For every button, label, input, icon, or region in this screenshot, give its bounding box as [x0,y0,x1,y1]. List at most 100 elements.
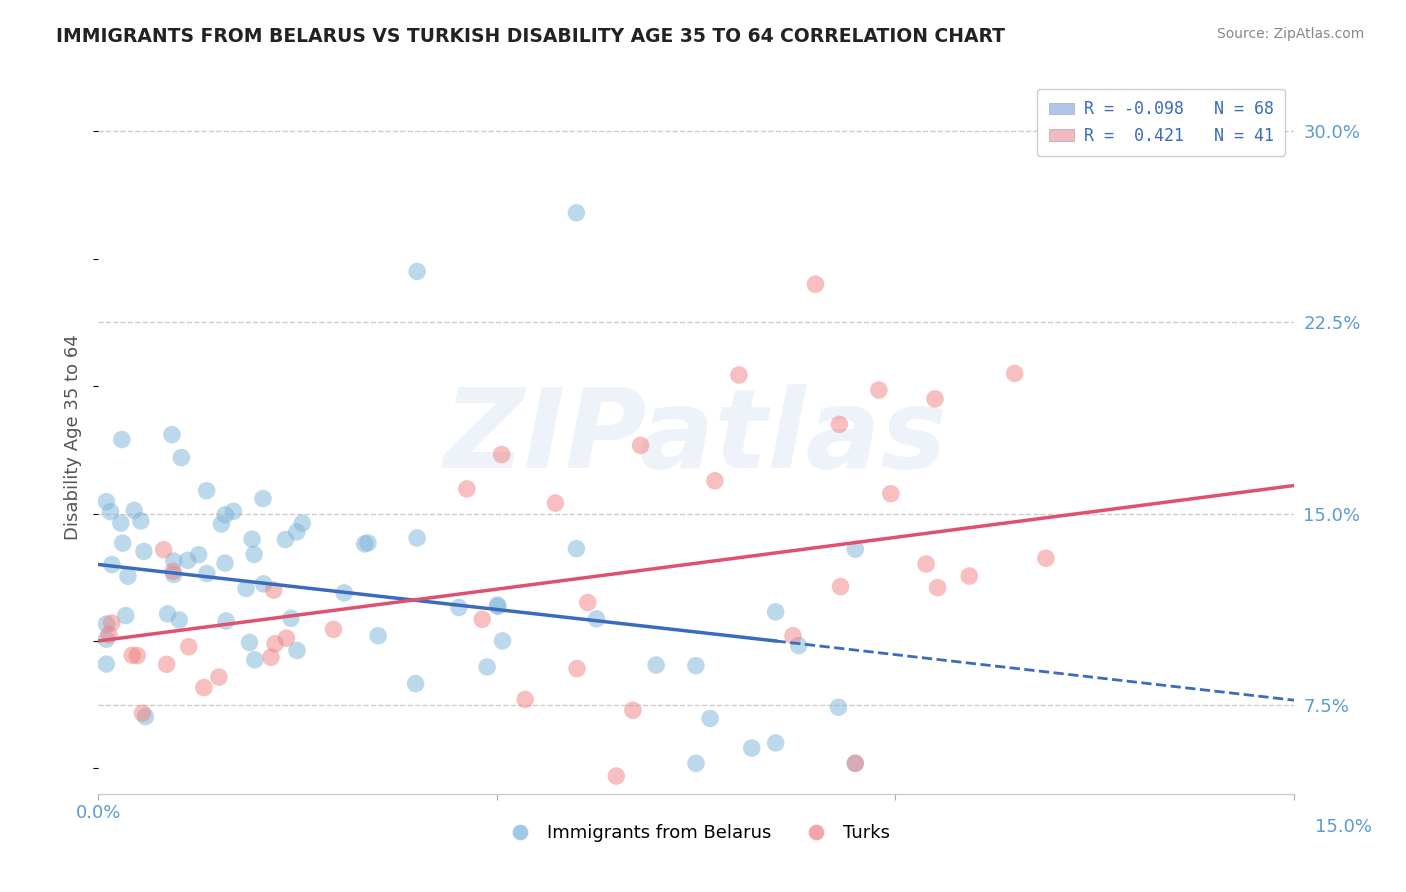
Point [405,676,427,690]
Point [187,548,209,562]
Point [844,756,866,771]
Point [515,692,537,706]
Point [208,670,231,684]
Point [121,648,143,663]
Point [291,516,314,530]
Text: 15.0%: 15.0% [1315,818,1372,836]
Point [132,544,155,558]
Point [122,503,145,517]
Point [491,448,513,462]
Point [475,660,498,674]
Point [235,582,257,596]
Point [163,554,186,568]
Point [252,491,274,506]
Point [741,741,763,756]
Point [685,658,707,673]
Point [240,532,263,546]
Point [195,483,218,498]
Point [367,629,389,643]
Point [322,623,344,637]
Point [114,608,136,623]
Point [765,605,787,619]
Point [585,612,607,626]
Point [195,566,218,581]
Point [880,486,903,500]
Point [152,542,174,557]
Point [765,736,787,750]
Point [576,595,599,609]
Point [406,531,429,545]
Point [156,657,179,672]
Point [828,417,851,432]
Point [129,514,152,528]
Point [868,383,890,397]
Point [357,536,380,550]
Legend: Immigrants from Belarus, Turks: Immigrants from Belarus, Turks [495,817,897,849]
Point [1004,367,1026,381]
Point [170,450,193,465]
Point [565,541,588,556]
Point [98,628,121,642]
Point [703,474,725,488]
Point [101,558,124,572]
Point [96,617,118,632]
Point [238,635,260,649]
Point [280,611,302,625]
Point [96,494,118,508]
Point [276,631,298,645]
Point [630,438,652,452]
Point [177,553,200,567]
Point [544,496,567,510]
Text: IMMIGRANTS FROM BELARUS VS TURKISH DISABILITY AGE 35 TO 64 CORRELATION CHART: IMMIGRANTS FROM BELARUS VS TURKISH DISAB… [56,27,1005,45]
Point [471,612,494,626]
Point [100,615,122,630]
Point [127,648,149,663]
Text: ZIPatlas: ZIPatlas [444,384,948,491]
Point [163,567,186,582]
Point [215,614,238,628]
Point [621,703,644,717]
Point [804,277,827,292]
Point [111,536,134,550]
Point [924,392,946,406]
Point [131,706,153,721]
Point [605,769,627,783]
Point [263,583,285,598]
Point [214,508,236,522]
Text: Source: ZipAtlas.com: Source: ZipAtlas.com [1216,27,1364,41]
Point [456,482,478,496]
Point [787,639,810,653]
Point [222,504,245,518]
Point [96,632,118,647]
Point [160,427,183,442]
Point [285,643,308,657]
Point [844,756,866,771]
Point [333,586,356,600]
Point [169,613,191,627]
Point [915,557,938,571]
Point [353,537,375,551]
Point [100,505,122,519]
Point [285,524,308,539]
Point [134,709,156,723]
Point [565,661,588,675]
Point [110,516,132,530]
Point [827,700,849,714]
Point [252,577,274,591]
Point [243,548,266,562]
Point [214,556,236,570]
Point [447,600,470,615]
Point [209,516,232,531]
Point [274,533,297,547]
Point [156,607,179,621]
Point [264,637,287,651]
Point [243,653,266,667]
Point [177,640,200,654]
Point [645,658,668,673]
Point [927,581,949,595]
Point [1035,551,1057,566]
Point [117,569,139,583]
Point [699,711,721,725]
Point [193,681,215,695]
Point [111,433,134,447]
